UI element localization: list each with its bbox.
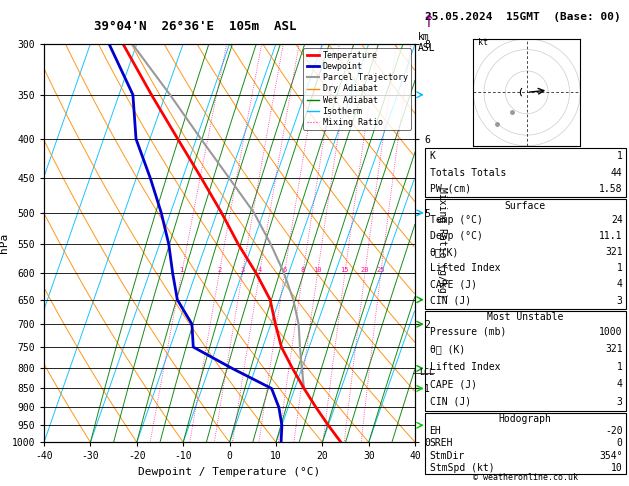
- Text: 8: 8: [301, 267, 305, 273]
- Text: CAPE (J): CAPE (J): [430, 380, 477, 389]
- Text: 25.05.2024  15GMT  (Base: 00): 25.05.2024 15GMT (Base: 00): [425, 12, 620, 22]
- Text: -20: -20: [605, 426, 623, 436]
- Text: PW (cm): PW (cm): [430, 184, 470, 194]
- Text: 24: 24: [611, 214, 623, 225]
- Y-axis label: hPa: hPa: [0, 233, 9, 253]
- Text: Surface: Surface: [504, 201, 546, 210]
- Text: K: K: [430, 151, 435, 161]
- Text: θᴇ (K): θᴇ (K): [430, 345, 465, 354]
- Text: 11.1: 11.1: [599, 231, 623, 241]
- Text: 15: 15: [341, 267, 349, 273]
- Text: CIN (J): CIN (J): [430, 295, 470, 306]
- Text: SREH: SREH: [430, 438, 453, 449]
- Text: EH: EH: [430, 426, 442, 436]
- Text: LCL: LCL: [419, 368, 434, 377]
- X-axis label: Dewpoint / Temperature (°C): Dewpoint / Temperature (°C): [138, 467, 321, 477]
- Text: 1: 1: [617, 362, 623, 372]
- Legend: Temperature, Dewpoint, Parcel Trajectory, Dry Adiabat, Wet Adiabat, Isotherm, Mi: Temperature, Dewpoint, Parcel Trajectory…: [303, 48, 411, 130]
- Text: CAPE (J): CAPE (J): [430, 279, 477, 289]
- Text: kt: kt: [477, 38, 487, 47]
- Text: km
ASL: km ASL: [418, 32, 436, 53]
- Text: 4: 4: [617, 380, 623, 389]
- Text: 10: 10: [313, 267, 322, 273]
- Text: 1.58: 1.58: [599, 184, 623, 194]
- Text: 321: 321: [605, 345, 623, 354]
- Text: 1: 1: [179, 267, 184, 273]
- Text: Temp (°C): Temp (°C): [430, 214, 482, 225]
- Text: 6: 6: [282, 267, 287, 273]
- Text: StmDir: StmDir: [430, 451, 465, 461]
- Text: 2: 2: [217, 267, 221, 273]
- Text: Lifted Index: Lifted Index: [430, 263, 500, 273]
- Text: 3: 3: [240, 267, 245, 273]
- Text: 321: 321: [605, 247, 623, 257]
- Text: StmSpd (kt): StmSpd (kt): [430, 463, 494, 473]
- Text: Lifted Index: Lifted Index: [430, 362, 500, 372]
- Text: 1: 1: [617, 151, 623, 161]
- Text: ↑: ↑: [421, 13, 435, 31]
- Text: Dewp (°C): Dewp (°C): [430, 231, 482, 241]
- Text: θᴇ(K): θᴇ(K): [430, 247, 459, 257]
- Text: 3: 3: [617, 295, 623, 306]
- Text: CIN (J): CIN (J): [430, 397, 470, 407]
- Text: © weatheronline.co.uk: © weatheronline.co.uk: [473, 473, 577, 482]
- Text: 354°: 354°: [599, 451, 623, 461]
- Text: 25: 25: [377, 267, 385, 273]
- Text: 20: 20: [360, 267, 369, 273]
- Text: 10: 10: [611, 463, 623, 473]
- Text: Totals Totals: Totals Totals: [430, 168, 506, 177]
- Text: Most Unstable: Most Unstable: [487, 312, 564, 322]
- Text: Hodograph: Hodograph: [499, 415, 552, 424]
- Text: 1: 1: [617, 263, 623, 273]
- Text: 3: 3: [617, 397, 623, 407]
- Text: 4: 4: [257, 267, 262, 273]
- Text: 0: 0: [617, 438, 623, 449]
- Y-axis label: Mixing Ratio (g/kg): Mixing Ratio (g/kg): [437, 187, 447, 299]
- Text: 1000: 1000: [599, 327, 623, 337]
- Text: 39°04'N  26°36'E  105m  ASL: 39°04'N 26°36'E 105m ASL: [94, 20, 297, 33]
- Text: Pressure (mb): Pressure (mb): [430, 327, 506, 337]
- Text: 44: 44: [611, 168, 623, 177]
- Text: 4: 4: [617, 279, 623, 289]
